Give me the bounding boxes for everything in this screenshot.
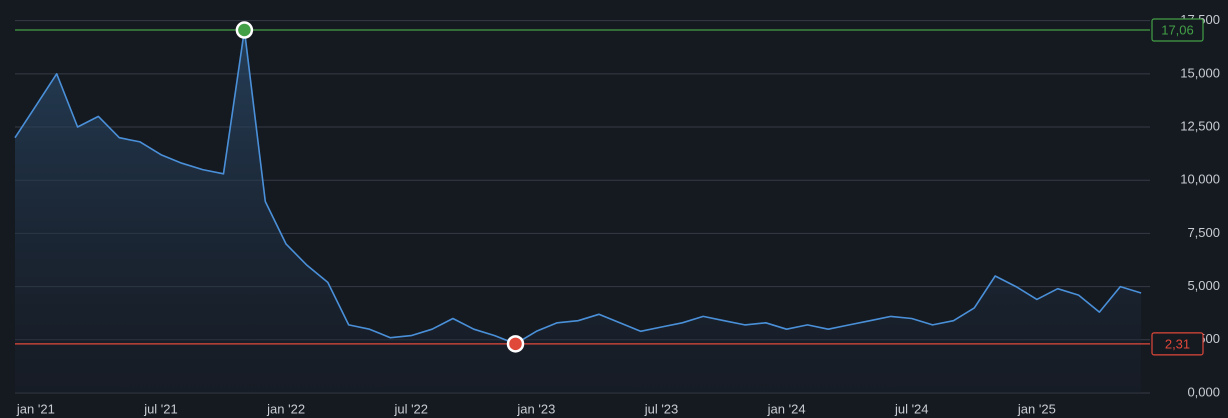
x-tick-label: jul '24 (894, 401, 929, 416)
area (15, 30, 1142, 393)
x-tick-label: jan '25 (1017, 401, 1056, 416)
x-tick-label: jan '24 (767, 401, 806, 416)
x-tick-label: jul '23 (644, 401, 679, 416)
y-tick-label: 0,000 (1187, 384, 1220, 399)
max-marker (235, 21, 254, 39)
price-line (14, 29, 1142, 345)
min-label: 2,31 (1165, 336, 1190, 351)
x-tick-label: jul '22 (393, 401, 428, 416)
x-tick-label: jan '23 (516, 401, 555, 416)
y-tick-label: 12,500 (1180, 118, 1220, 133)
y-tick-label: 7,500 (1187, 225, 1220, 240)
x-tick-label: jan '22 (266, 401, 305, 416)
min-marker (506, 335, 525, 353)
min-badge (1151, 332, 1204, 356)
y-tick-label: 15,000 (1180, 65, 1220, 80)
max-label: 17,06 (1161, 22, 1194, 37)
y-tick-label: 10,000 (1180, 172, 1220, 187)
x-tick-label: jan '21 (16, 401, 55, 416)
y-tick-label: 5,000 (1187, 278, 1220, 293)
max-badge (1151, 18, 1204, 42)
x-tick-label: jul '21 (143, 401, 178, 416)
